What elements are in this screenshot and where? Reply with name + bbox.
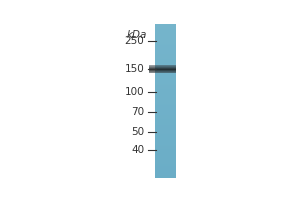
- Text: 150: 150: [125, 64, 145, 74]
- Text: 100: 100: [125, 87, 145, 97]
- Text: 40: 40: [131, 145, 145, 155]
- Text: 250: 250: [125, 36, 145, 46]
- Text: kDa: kDa: [126, 30, 147, 40]
- Text: 70: 70: [131, 107, 145, 117]
- Text: 50: 50: [131, 127, 145, 137]
